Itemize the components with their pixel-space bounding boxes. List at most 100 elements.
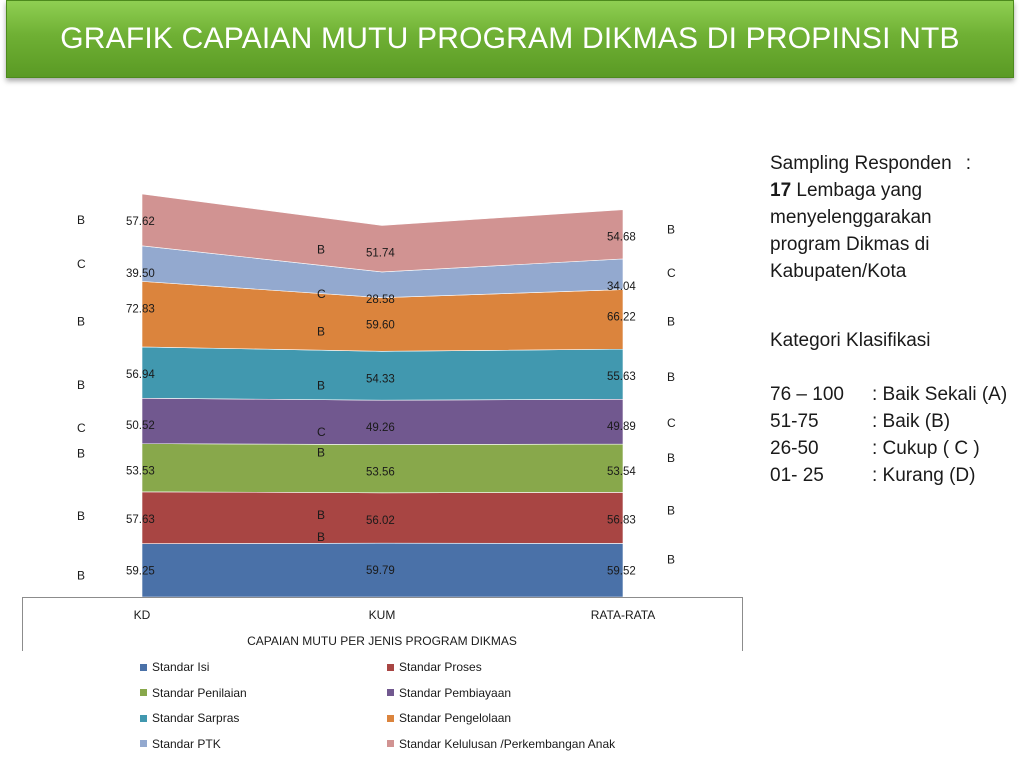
sampling-line3: menyelenggarakan [770,207,932,228]
grade-label: B [77,213,85,227]
grade-label: C [77,421,86,435]
data-label: 56.94 [126,369,155,381]
kategori-label: : Cukup ( C ) [872,438,980,459]
legend-swatch [387,689,394,696]
grade-label: B [77,447,85,461]
kategori-range: 01- 25 [770,465,824,486]
data-label: 66.22 [607,312,636,324]
kategori-row: 51-75 : Baik (B) [770,408,1007,435]
grade-label: B [77,509,85,523]
grade-label: B [667,315,675,329]
grade-label: B [317,325,325,339]
data-label: 54.68 [607,232,636,244]
legend-label: Standar Pengelolaan [399,711,512,725]
data-label: 54.33 [366,373,395,385]
kategori-row: 26-50 : Cukup ( C ) [770,435,1007,462]
legend-swatch [387,663,394,671]
sampling-label: Sampling Responden [770,153,952,174]
grade-label: B [667,503,675,517]
legend-item: Standar Pengelolaan [387,711,511,725]
data-label: 57.62 [126,216,155,228]
data-label: 39.50 [126,268,155,280]
legend-label: Standar Proses [399,660,482,674]
grade-label: B [317,242,325,256]
kategori-row: 76 – 100 : Baik Sekali (A) [770,381,1007,408]
data-label: 49.26 [366,422,395,434]
grade-label: B [667,552,675,566]
legend-swatch [140,740,147,747]
grade-label: B [77,378,85,392]
legend-label: Standar Penilaian [152,685,247,700]
grade-label: C [667,416,676,430]
kategori-range: 76 – 100 [770,384,844,405]
sampling-line2: Lembaga yang [791,180,923,201]
legend-swatch [140,689,147,696]
data-label: 53.56 [366,467,395,479]
grade-label: C [667,266,676,280]
data-label: 51.74 [366,247,395,259]
data-label: 59.79 [366,565,395,577]
grade-label: B [667,223,675,237]
grade-label: B [667,451,675,465]
legend-label: Standar PTK [152,736,221,751]
kategori-label: : Kurang (D) [872,465,976,486]
data-label: 72.83 [126,303,155,315]
legend-label: Standar Pembiayaan [399,685,512,700]
data-label: 53.54 [607,466,636,478]
legend-item: Standar PTK [140,737,221,751]
data-label: 34.04 [607,281,636,293]
grade-label: B [317,530,325,544]
sampling-line4: program Dikmas di [770,234,930,255]
kategori-label: : Baik Sekali (A) [872,384,1008,405]
kategori-row: 01- 25 : Kurang (D) [770,462,1007,489]
grade-label: B [317,378,325,392]
x-tick-label: KD [134,608,151,622]
kategori-heading: Kategori Klasifikasi [770,330,931,351]
grade-label: B [317,508,325,522]
x-tick-label: RATA-RATA [591,608,655,622]
legend-item: Standar Pembiayaan [387,686,511,700]
data-label: 59.60 [366,320,395,332]
kategori-label: : Baik (B) [872,411,951,432]
sampling-colon: : [965,153,971,174]
grade-label: B [77,314,85,328]
data-label: 28.58 [366,294,395,306]
data-label: 56.02 [366,515,395,527]
data-label: 57.63 [126,514,155,526]
legend-item: Standar Isi [140,660,209,674]
data-label: 55.63 [607,371,636,383]
legend-item: Standar Penilaian [140,686,247,700]
legend-item: Standar Proses [387,660,482,674]
kategori-range: 26-50 [770,438,819,459]
grade-label: B [77,569,85,583]
grade-label: B [317,446,325,460]
page-title: GRAFIK CAPAIAN MUTU PROGRAM DIKMAS DI PR… [60,22,960,55]
legend-swatch [140,714,147,722]
data-label: 49.89 [607,421,636,433]
sampling-count: 17 [770,180,792,201]
legend-item: Standar Kelulusan /Perkembangan Anak [387,737,615,751]
legend-label: Standar Isi [152,660,210,674]
x-tick-label: KUM [369,608,396,622]
data-label: 56.83 [607,514,636,526]
legend-label: Standar Sarpras [152,711,240,725]
sampling-line5: Kabupaten/Kota [770,261,907,282]
grade-label: C [317,287,326,301]
title-bar: GRAFIK CAPAIAN MUTU PROGRAM DIKMAS DI PR… [6,0,1014,78]
kategori-info: Kategori Klasifikasi 76 – 100 : Baik Seka… [770,327,1007,489]
sampling-info: Sampling Responden: 17 Lembaga yang meny… [770,150,971,285]
data-label: 59.52 [607,565,636,577]
grade-label: B [667,370,675,384]
data-label: 53.53 [126,466,155,478]
category-axis-box [22,597,743,651]
legend-swatch [387,740,394,747]
legend-swatch [387,714,394,722]
grade-label: C [77,257,86,271]
area-standar-kelulusan-perkembangan-anak [141,193,624,273]
data-label: 50.52 [126,420,155,432]
legend-label: Standar Kelulusan /Perkembangan Anak [399,736,616,751]
grade-label: C [317,425,326,439]
legend-swatch [140,663,147,671]
kategori-range: 51-75 [770,411,819,432]
